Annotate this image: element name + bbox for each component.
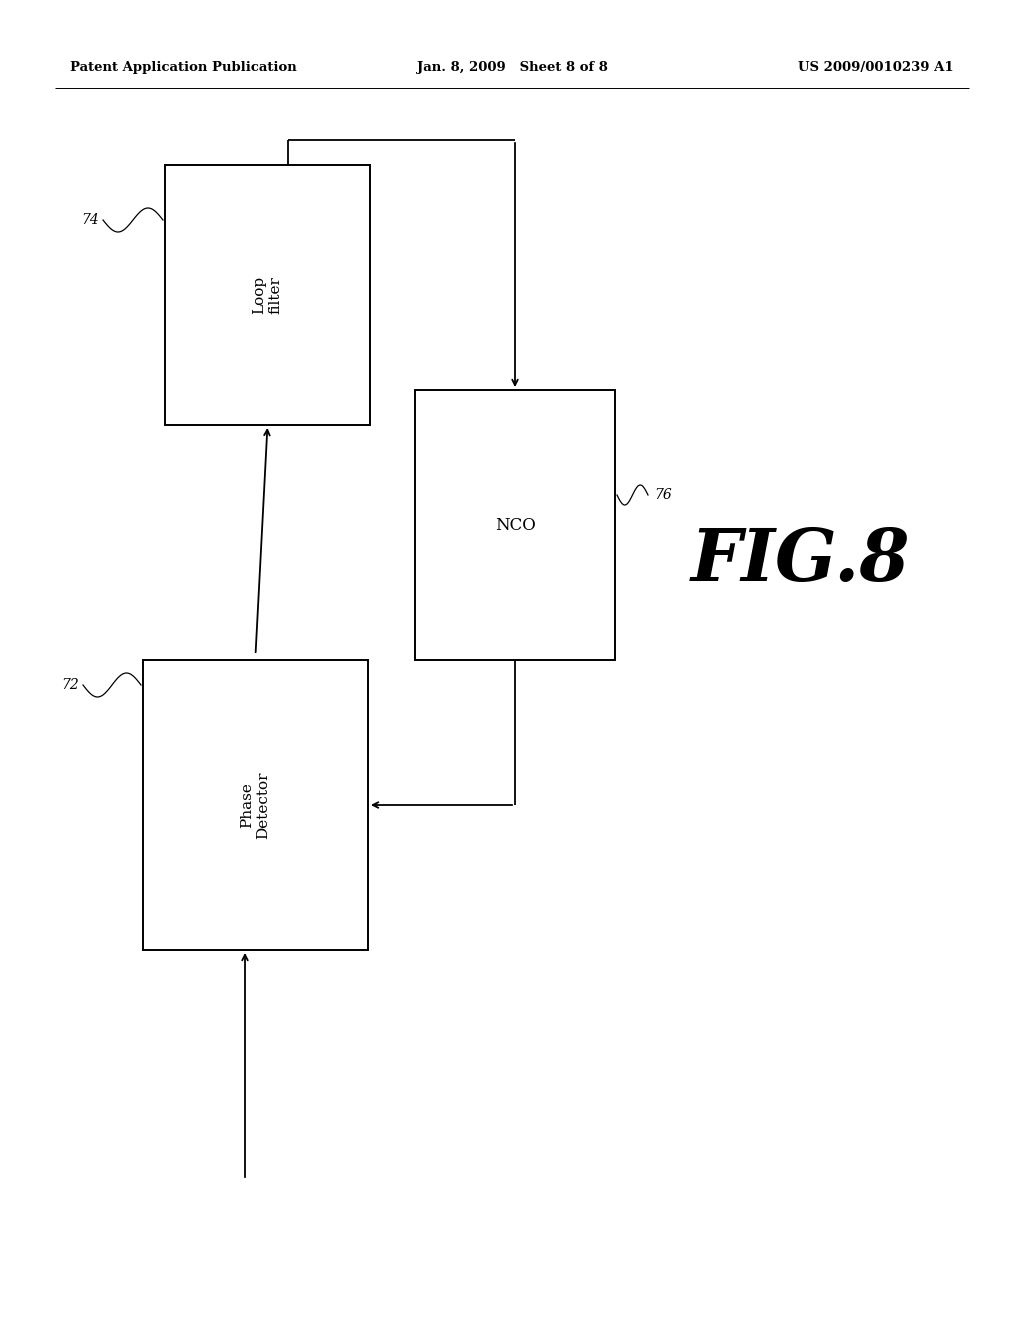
Text: Phase
Detector: Phase Detector — [241, 771, 270, 838]
Text: NCO: NCO — [495, 516, 536, 533]
Text: 74: 74 — [81, 213, 99, 227]
Text: Loop
filter: Loop filter — [252, 276, 283, 314]
Text: 76: 76 — [654, 488, 672, 502]
Text: Patent Application Publication: Patent Application Publication — [70, 62, 297, 74]
Text: 72: 72 — [61, 678, 79, 692]
Text: US 2009/0010239 A1: US 2009/0010239 A1 — [799, 62, 954, 74]
Bar — [415, 389, 615, 660]
Text: FIG.8: FIG.8 — [690, 524, 909, 595]
Bar — [165, 165, 370, 425]
Text: Jan. 8, 2009   Sheet 8 of 8: Jan. 8, 2009 Sheet 8 of 8 — [417, 62, 607, 74]
Bar — [143, 660, 368, 950]
